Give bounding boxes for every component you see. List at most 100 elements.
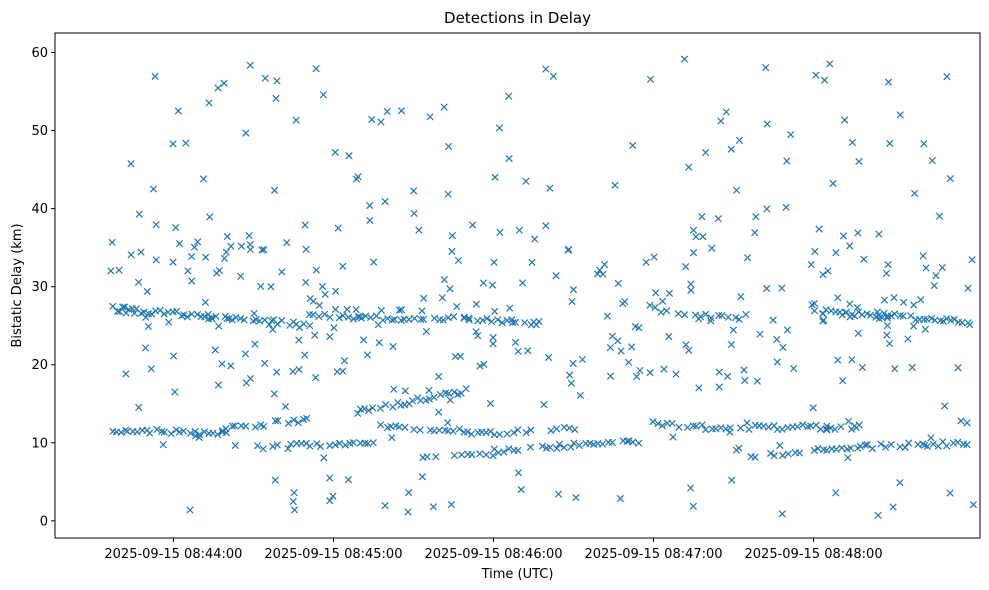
detection-point: [658, 297, 667, 305]
detection-point: [809, 404, 817, 412]
detection-point: [834, 356, 842, 364]
detection-point: [366, 313, 375, 322]
detection-point: [823, 446, 831, 454]
detection-point: [454, 256, 463, 265]
detection-point: [450, 388, 458, 396]
detection-point: [958, 319, 966, 327]
detection-point: [521, 319, 529, 327]
detection-point: [498, 319, 506, 327]
detection-point: [444, 389, 453, 398]
detection-point: [672, 370, 680, 378]
detection-point: [455, 425, 464, 433]
detection-point: [886, 139, 894, 148]
detection-point: [950, 315, 958, 323]
detection-point: [270, 186, 279, 194]
detection-point: [880, 296, 889, 304]
detection-point: [334, 224, 342, 232]
detection-point: [658, 422, 666, 430]
detection-point: [699, 232, 707, 241]
detection-point: [510, 429, 518, 437]
x-axis-ticks: 2025-09-15 08:44:00 2025-09-15 08:45:00 20…: [104, 538, 883, 562]
detection-point: [625, 437, 633, 445]
detection-point: [440, 276, 449, 284]
detection-point: [302, 245, 310, 254]
detection-point: [151, 72, 159, 81]
detection-point: [614, 279, 622, 287]
detection-point: [383, 314, 392, 323]
detection-point: [646, 75, 655, 83]
detection-point: [727, 145, 735, 153]
detection-point: [787, 130, 795, 139]
detection-point: [246, 245, 255, 254]
detection-point: [268, 317, 276, 325]
detection-point: [182, 139, 190, 147]
detection-point: [927, 434, 935, 442]
detection-point: [242, 129, 250, 137]
detection-point: [295, 336, 303, 344]
detection-point: [807, 260, 815, 269]
detection-point: [257, 282, 265, 291]
detection-point: [435, 372, 443, 381]
detection-point: [846, 242, 854, 250]
detection-point: [514, 347, 522, 355]
detection-point: [773, 358, 781, 366]
detection-point: [152, 220, 160, 229]
detection-point: [207, 314, 215, 322]
detection-point: [920, 315, 928, 324]
detection-point: [810, 446, 818, 455]
detection-point: [922, 264, 930, 272]
detection-point: [820, 76, 829, 84]
detection-point: [494, 316, 502, 324]
detection-point: [388, 316, 396, 324]
detection-point: [201, 253, 210, 261]
detection-point: [482, 451, 490, 459]
detection-point: [654, 419, 662, 428]
detection-point: [331, 148, 339, 156]
detection-point: [369, 404, 377, 412]
detection-point: [753, 377, 761, 385]
detection-point: [416, 426, 424, 434]
detection-point: [899, 312, 907, 320]
detection-point: [500, 448, 508, 456]
detection-point: [489, 452, 497, 460]
detection-point: [430, 393, 438, 401]
detection-point: [218, 360, 226, 368]
y-tick-label: 0: [40, 514, 48, 529]
detection-point: [770, 452, 778, 460]
detection-point: [303, 414, 311, 422]
detection-point: [762, 63, 770, 72]
detection-point: [743, 419, 751, 427]
detection-point: [377, 118, 385, 126]
detection-point: [883, 331, 891, 339]
detection-point: [311, 331, 319, 339]
detection-point: [390, 315, 399, 324]
detection-point: [397, 306, 406, 314]
detection-point: [901, 443, 909, 452]
detection-point: [488, 281, 497, 289]
detection-point: [169, 352, 178, 360]
detection-point: [389, 342, 397, 351]
detection-point: [745, 425, 753, 433]
detection-point: [490, 258, 498, 266]
detection-point: [474, 332, 482, 340]
detection-point: [819, 309, 827, 318]
detection-point: [175, 239, 184, 248]
detection-point: [349, 315, 358, 323]
detection-point: [868, 445, 877, 453]
detection-point: [718, 311, 726, 320]
detection-point: [593, 270, 602, 278]
detection-point: [456, 352, 465, 360]
detection-point: [854, 329, 862, 337]
detection-point: [515, 226, 524, 234]
detection-point: [186, 429, 195, 437]
detection-point: [660, 365, 668, 373]
detection-point: [890, 310, 899, 318]
detection-point: [382, 401, 390, 409]
detection-point: [237, 242, 246, 250]
detection-point: [312, 65, 320, 73]
detection-point: [848, 138, 856, 147]
detection-point: [472, 300, 480, 308]
detection-point: [462, 385, 470, 393]
detection-point: [450, 451, 458, 460]
detection-point: [963, 441, 971, 449]
